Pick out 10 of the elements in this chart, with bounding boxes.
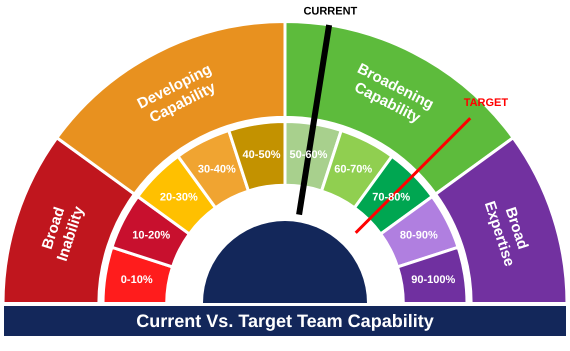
slice-label: 40-50%	[242, 149, 281, 162]
slice-label: 20-30%	[160, 191, 198, 204]
slice-label: 90-100%	[411, 274, 456, 286]
text: CURRENT	[303, 6, 358, 18]
slice-label: 30-40%	[198, 164, 236, 176]
slice-label: 60-70%	[334, 164, 372, 176]
text: Current Vs. Target Team Capability	[4, 306, 566, 336]
slice-label: 80-90%	[400, 229, 438, 242]
slice-label: 0-10%	[120, 274, 153, 286]
slice-label: 10-20%	[132, 229, 170, 242]
